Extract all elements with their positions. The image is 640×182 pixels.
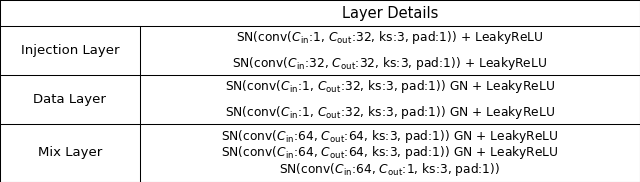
Text: Data Layer: Data Layer (33, 93, 106, 106)
Text: SN(conv($C_{\mathrm{in}}$:1, $C_{\mathrm{out}}$:32, ks:3, pad:1)) GN $+$ LeakyRe: SN(conv($C_{\mathrm{in}}$:1, $C_{\mathrm… (225, 78, 555, 95)
Text: SN(conv($C_{\mathrm{in}}$:64, $C_{\mathrm{out}}$:1, ks:3, pad:1)): SN(conv($C_{\mathrm{in}}$:64, $C_{\mathr… (279, 161, 500, 178)
Text: SN(conv($C_{\mathrm{in}}$:32, $C_{\mathrm{out}}$:32, ks:3, pad:1)) $+$ LeakyReLU: SN(conv($C_{\mathrm{in}}$:32, $C_{\mathr… (232, 56, 547, 72)
Text: Mix Layer: Mix Layer (38, 147, 102, 159)
Text: Layer Details: Layer Details (342, 6, 438, 21)
Text: SN(conv($C_{\mathrm{in}}$:1, $C_{\mathrm{out}}$:32, ks:3, pad:1)) GN $+$ LeakyRe: SN(conv($C_{\mathrm{in}}$:1, $C_{\mathrm… (225, 104, 555, 121)
Text: SN(conv($C_{\mathrm{in}}$:64, $C_{\mathrm{out}}$:64, ks:3, pad:1)) GN $+$ LeakyR: SN(conv($C_{\mathrm{in}}$:64, $C_{\mathr… (221, 128, 559, 145)
Text: SN(conv($C_{\mathrm{in}}$:64, $C_{\mathrm{out}}$:64, ks:3, pad:1)) GN $+$ LeakyR: SN(conv($C_{\mathrm{in}}$:64, $C_{\mathr… (221, 145, 559, 161)
Text: SN(conv($C_{\mathrm{in}}$:1, $C_{\mathrm{out}}$:32, ks:3, pad:1)) $+$ LeakyReLU: SN(conv($C_{\mathrm{in}}$:1, $C_{\mathrm… (236, 29, 543, 46)
Text: Injection Layer: Injection Layer (20, 44, 119, 57)
